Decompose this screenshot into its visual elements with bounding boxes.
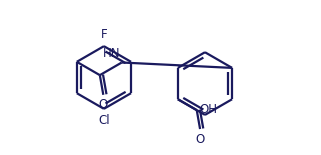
Text: Cl: Cl [98, 114, 110, 127]
Text: HN: HN [103, 47, 121, 60]
Text: O: O [99, 98, 108, 111]
Text: F: F [100, 28, 107, 41]
Text: O: O [195, 133, 205, 146]
Text: OH: OH [199, 103, 217, 116]
